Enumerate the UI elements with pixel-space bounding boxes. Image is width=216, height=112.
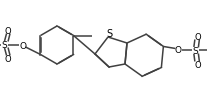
Text: O: O	[19, 42, 26, 51]
Text: O: O	[194, 33, 201, 42]
Text: S: S	[2, 41, 7, 50]
Text: O: O	[175, 46, 182, 54]
Text: CH: CH	[215, 47, 216, 55]
Text: O: O	[194, 60, 201, 69]
Text: S: S	[192, 47, 198, 55]
Text: O: O	[5, 27, 11, 36]
Text: O: O	[5, 55, 11, 63]
Text: S: S	[106, 29, 112, 39]
